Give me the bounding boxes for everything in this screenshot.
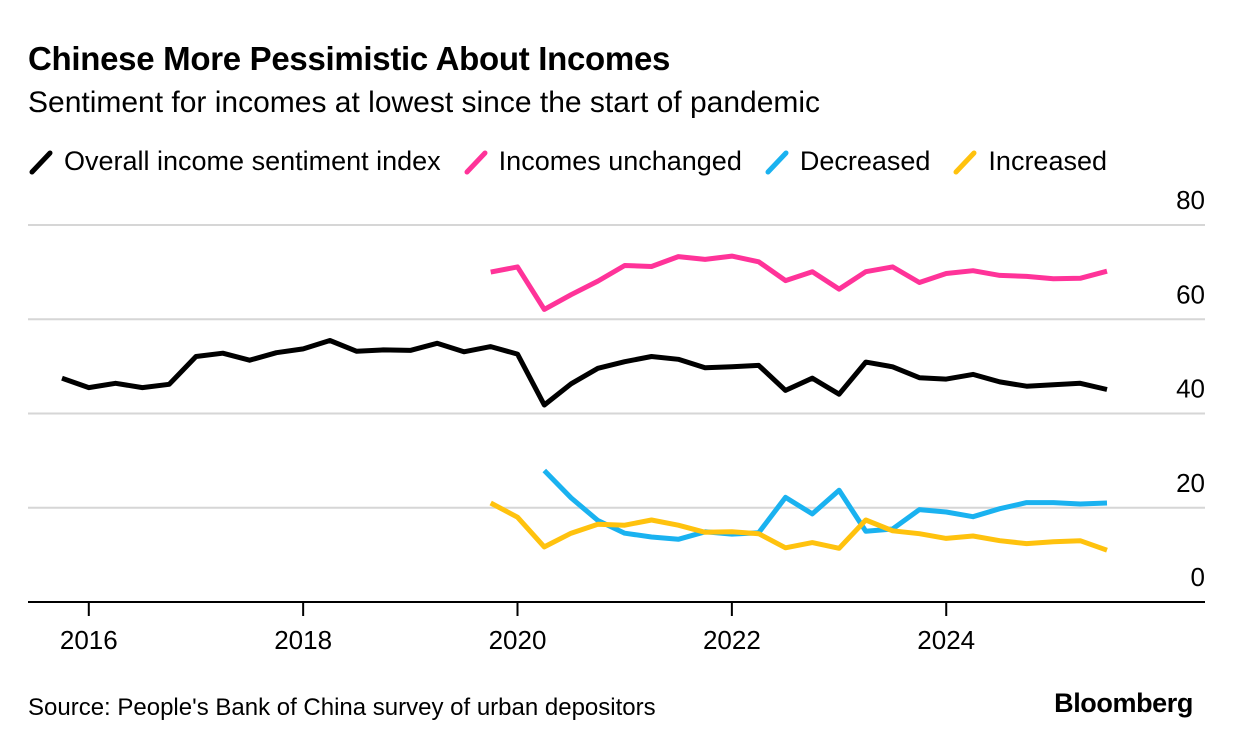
legend-item-overall: Overall income sentiment index <box>28 146 441 177</box>
x-tick-label-2020: 2020 <box>489 625 547 655</box>
chart-subtitle: Sentiment for incomes at lowest since th… <box>28 86 821 119</box>
legend-label-unchanged: Incomes unchanged <box>498 146 742 176</box>
series-line-decreased <box>542 468 1108 542</box>
legend-item-increased: Increased <box>952 146 1107 177</box>
x-tick-label-2022: 2022 <box>703 625 761 655</box>
legend-swatch-overall <box>28 148 54 176</box>
y-tick-label-60: 60 <box>1176 279 1205 309</box>
legend-label-decreased: Decreased <box>799 146 931 176</box>
y-tick-label-20: 20 <box>1176 468 1205 498</box>
legend-label-increased: Increased <box>988 146 1107 176</box>
legend-item-decreased: Decreased <box>764 146 931 177</box>
bloomberg-logo: Bloomberg <box>1054 688 1193 718</box>
chart-title: Chinese More Pessimistic About Incomes <box>28 40 671 77</box>
x-tick-label-2018: 2018 <box>274 625 332 655</box>
series-line-increased <box>489 500 1108 553</box>
y-tick-label-80: 80 <box>1176 185 1205 215</box>
y-tick-label-40: 40 <box>1176 374 1205 404</box>
chart-legend: Overall income sentiment index Incomes u… <box>28 146 1129 177</box>
legend-swatch-increased <box>952 148 978 176</box>
y-tick-label-0: 0 <box>1191 562 1205 592</box>
source-note: Source: People's Bank of China survey of… <box>28 694 656 721</box>
legend-item-unchanged: Incomes unchanged <box>463 146 742 177</box>
legend-swatch-decreased <box>764 148 790 176</box>
x-tick-label-2016: 2016 <box>60 625 118 655</box>
legend-swatch-unchanged <box>463 148 489 176</box>
series-line-incomes-unchanged <box>490 253 1108 312</box>
legend-label-overall: Overall income sentiment index <box>64 146 441 176</box>
x-tick-label-2024: 2024 <box>917 625 975 655</box>
series-line-overall-income-sentiment-index <box>61 338 1108 408</box>
